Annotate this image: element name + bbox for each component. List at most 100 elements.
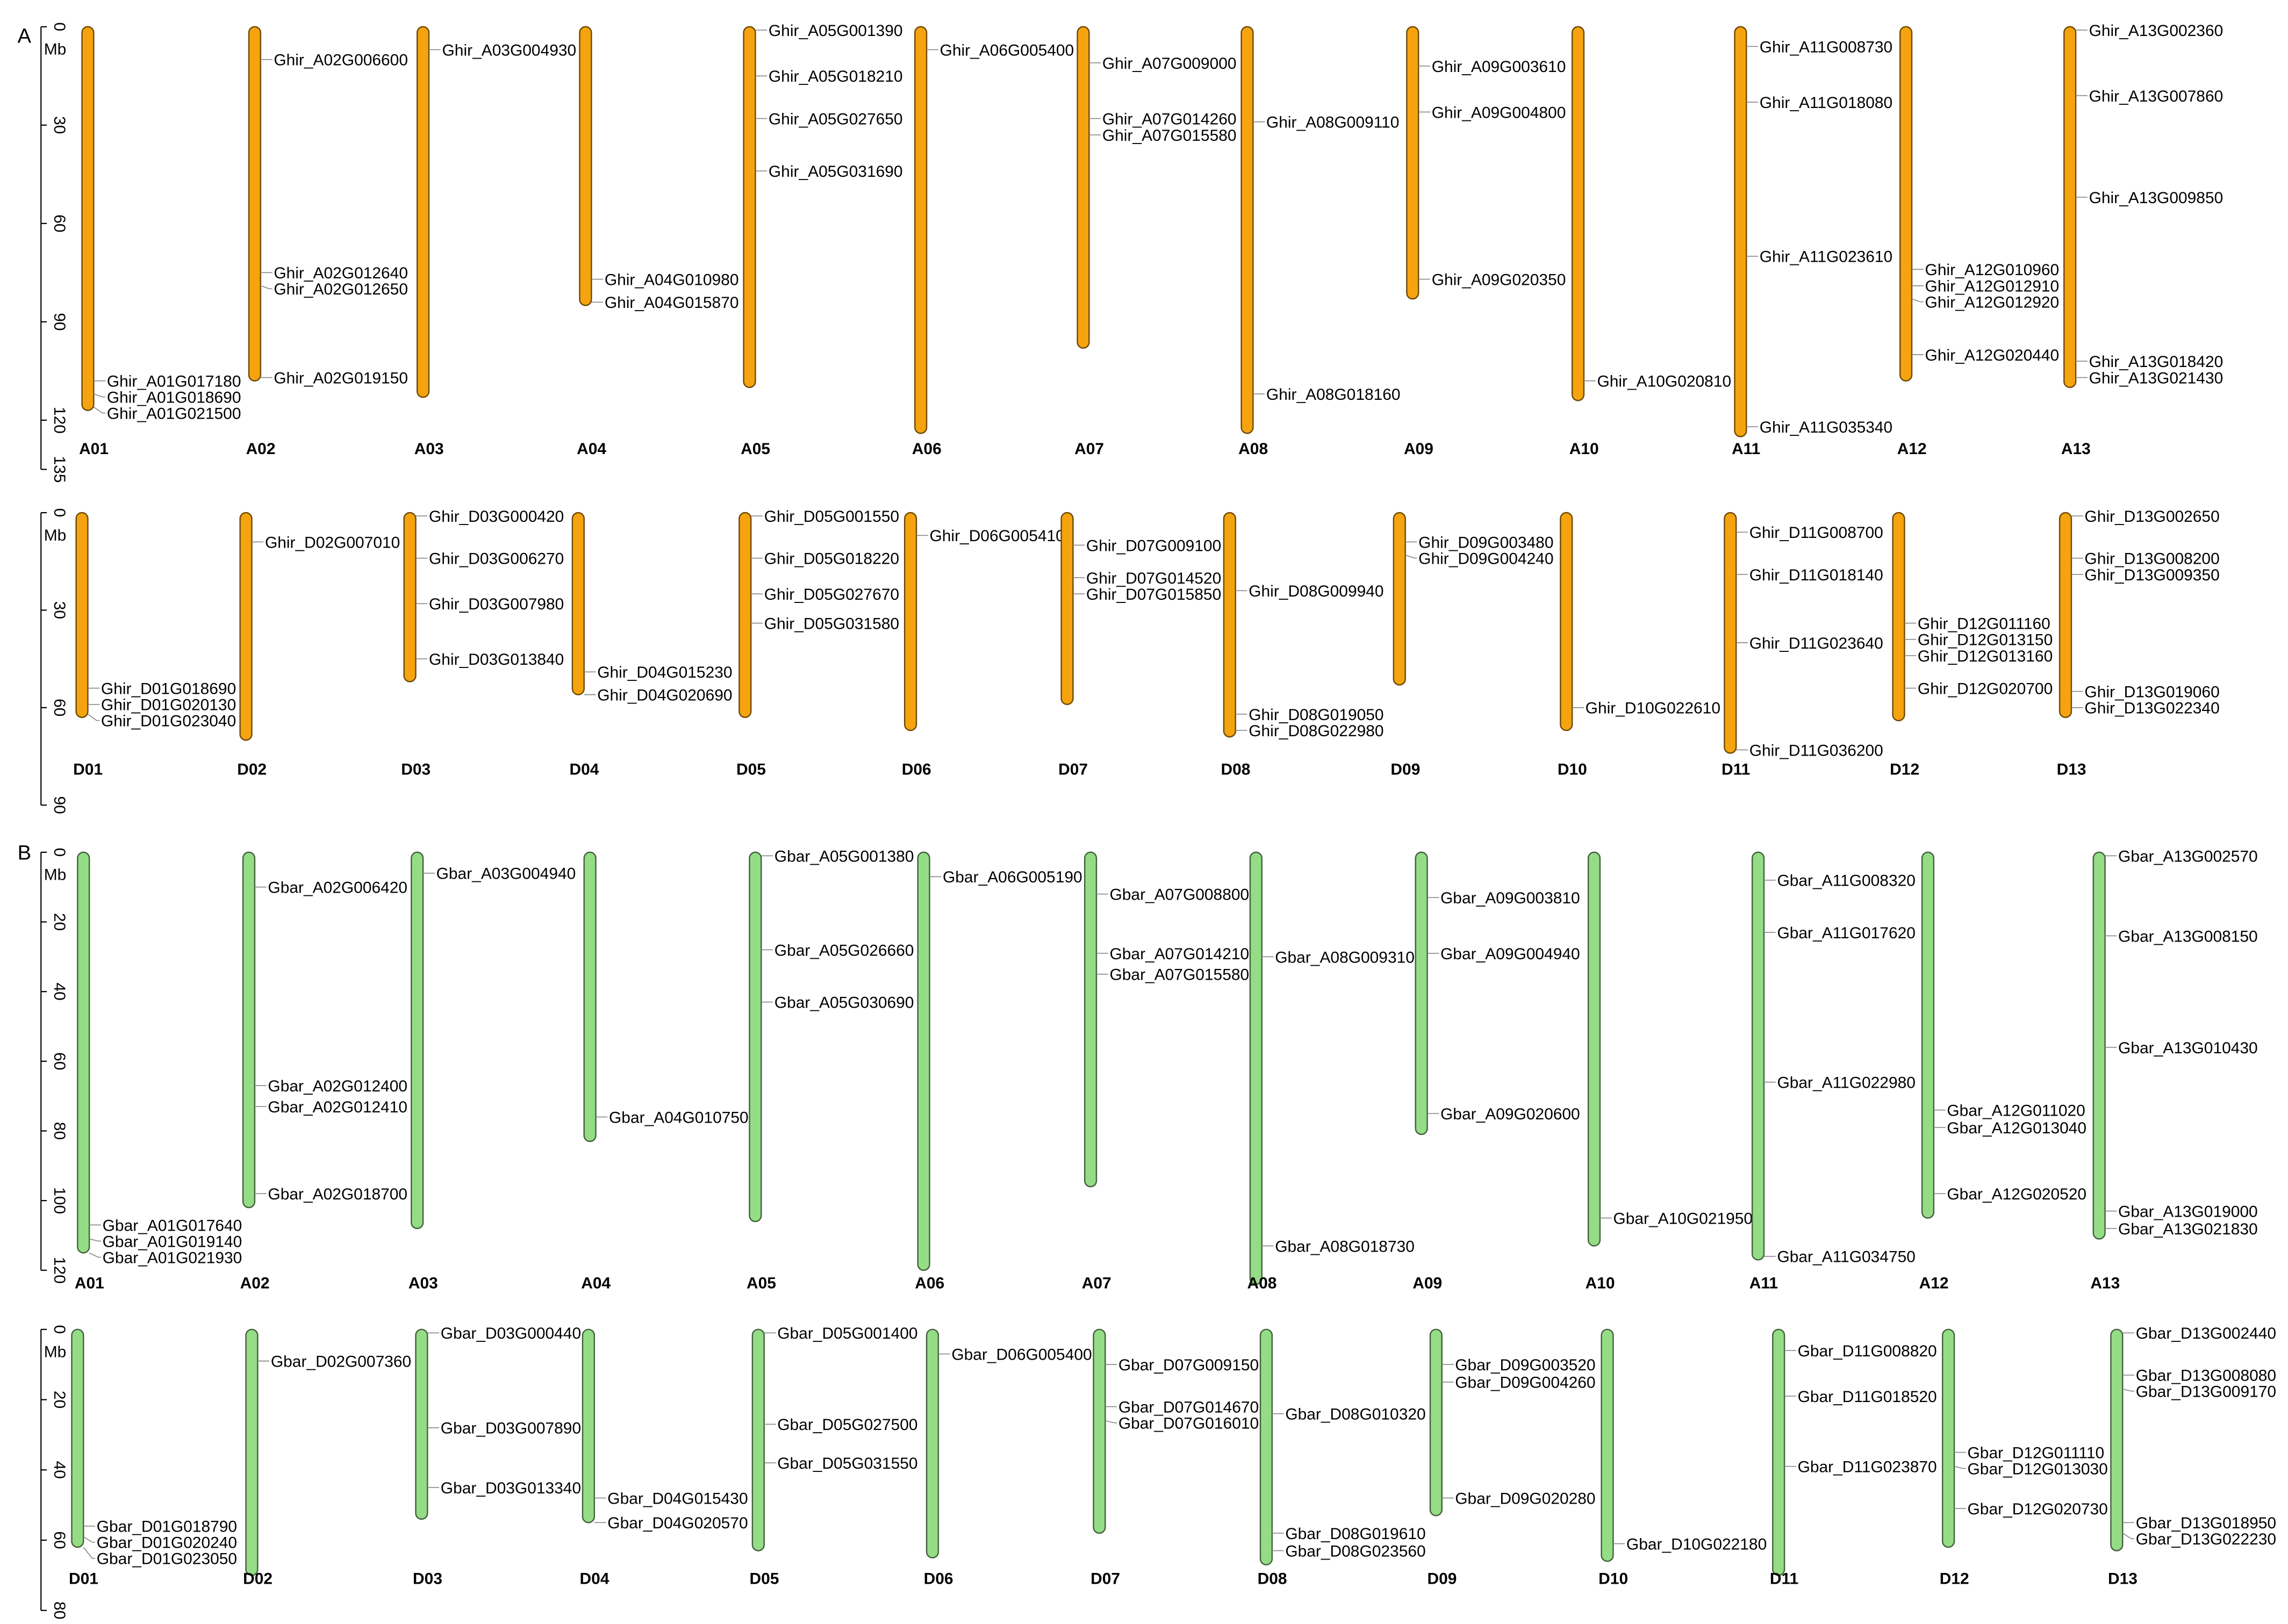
chromosome-bar xyxy=(571,512,585,695)
gene-label: Ghir_A05G031690 xyxy=(769,163,903,181)
gene-label: Ghir_A09G003610 xyxy=(1432,58,1566,76)
gene-label: Gbar_D05G001400 xyxy=(777,1325,917,1342)
gene-label: Ghir_D09G004240 xyxy=(1418,550,1553,567)
gene-label: Ghir_D05G031580 xyxy=(764,615,899,633)
gene-label: Gbar_A07G008800 xyxy=(1109,886,1249,904)
gene-label: Gbar_D04G015430 xyxy=(607,1490,748,1507)
chromosome-a03: A03 Gbar_A03G004940 xyxy=(408,851,576,1292)
gene-label: Ghir_D12G020700 xyxy=(1918,680,2053,698)
axis-tick-label: 120 xyxy=(51,407,68,434)
gene-label: Gbar_D05G027500 xyxy=(777,1416,917,1434)
gene-label: Ghir_A12G020440 xyxy=(1925,347,2060,364)
gene-label: Ghir_D03G006270 xyxy=(429,550,564,568)
gene-label: Gbar_D08G023560 xyxy=(1285,1542,1425,1560)
gene-label: Ghir_D13G002650 xyxy=(2084,508,2219,526)
chromosome-bar xyxy=(1415,851,1428,1136)
chromosome-label: A13 xyxy=(2061,440,2091,458)
axis-tick-label: 90 xyxy=(51,796,68,814)
gene-label: Gbar_D09G020280 xyxy=(1455,1490,1595,1507)
gene-label: Gbar_A02G012410 xyxy=(268,1098,407,1116)
gene-connector xyxy=(2122,1533,2135,1540)
chromosome-label: A01 xyxy=(79,440,109,458)
chromosome-label: D03 xyxy=(413,1570,442,1588)
chromosome-row: B 020406080100120MbA01Gbar_A01G017640Gbar… xyxy=(18,842,2258,1292)
chromosome-bar xyxy=(1429,1328,1443,1517)
gene-connector xyxy=(93,406,106,414)
gene-label: Ghir_A01G021500 xyxy=(107,405,241,422)
axis-tick-label: 20 xyxy=(51,1391,68,1409)
gene-label: Gbar_D01G020240 xyxy=(97,1534,237,1552)
chromosome-d03: D03 Ghir_D03G000420 Ghir_D03G006270 Ghir_D0… xyxy=(401,508,564,779)
gene-label: Ghir_D01G020130 xyxy=(101,696,236,714)
gene-label: Ghir_A04G015870 xyxy=(605,294,739,312)
chromosome-bar xyxy=(917,851,930,1271)
gene-label: Ghir_A08G009110 xyxy=(1266,114,1399,132)
axis-tick-label: 30 xyxy=(51,116,68,134)
chromosome-label: A04 xyxy=(577,440,606,458)
chromosome-bar xyxy=(1223,512,1236,738)
chromosome-bar xyxy=(1240,26,1254,434)
axis-tick-label: 0 xyxy=(51,848,68,857)
axis-tick-label: 0 xyxy=(51,508,68,518)
chromosome-d06: D06 Ghir_D06G005410 xyxy=(902,512,1065,779)
gene-label: Ghir_A11G018080 xyxy=(1760,94,1892,112)
gene-label: Gbar_A11G008320 xyxy=(1777,872,1915,890)
gene-label: Gbar_A08G009310 xyxy=(1275,948,1415,966)
gene-label: Gbar_D12G020730 xyxy=(1968,1500,2108,1518)
chromosome-bar xyxy=(1899,26,1913,382)
scale-axis: 0 30 60 90 120 135 Mb xyxy=(40,22,68,483)
gene-label: Gbar_D13G022230 xyxy=(2136,1530,2276,1548)
gene-label: Gbar_D07G016010 xyxy=(1118,1414,1259,1432)
chromosome-label: D01 xyxy=(73,761,103,779)
chromosome-bar xyxy=(914,26,928,434)
chromosome-label: D13 xyxy=(2108,1570,2138,1588)
chromosome-label: D04 xyxy=(569,761,599,779)
chromosome-label: A02 xyxy=(240,1275,270,1292)
gene-label: Ghir_A03G004930 xyxy=(442,41,577,59)
chromosome-row: A 0306090120135MbA01Ghir_A01G017180Ghir_A… xyxy=(18,22,2224,483)
chromosome-label: A04 xyxy=(581,1275,611,1292)
gene-label: Ghir_A02G012640 xyxy=(274,264,408,282)
gene-label: Ghir_D13G008200 xyxy=(2084,550,2219,568)
gene-label: Gbar_A11G034750 xyxy=(1777,1248,1915,1266)
gene-label: Ghir_A06G005400 xyxy=(940,41,1074,59)
gene-label: Ghir_A11G035340 xyxy=(1760,419,1892,436)
gene-label: Ghir_A01G018690 xyxy=(107,389,241,407)
gene-label: Gbar_D11G018520 xyxy=(1798,1388,1937,1406)
gene-label: Ghir_D04G020690 xyxy=(597,687,732,705)
gene-label: Gbar_D12G011110 xyxy=(1968,1444,2105,1462)
chromosome-a07: A07 Ghir_A07G009000 Ghir_A07G014260Ghir_A0… xyxy=(1074,26,1237,458)
chromosome-a13: A13 Ghir_A13G002360 Ghir_A13G007860 Ghir_A1… xyxy=(2061,22,2223,458)
chromosome-a01: A01 Gbar_A01G017640Gbar_A01G019140Gbar_A0… xyxy=(75,851,242,1292)
chromosome-label: A05 xyxy=(741,440,770,458)
chromosome-d04: D04 Gbar_D04G015430 Gbar_D04G020570 xyxy=(580,1328,748,1588)
gene-label: Gbar_A12G020520 xyxy=(1947,1185,2086,1203)
gene-label: Gbar_D13G018950 xyxy=(2136,1514,2276,1532)
chromosome-d01: D01 Gbar_D01G018790Gbar_D01G020240Gbar_D0… xyxy=(69,1328,237,1588)
chromosome-row: 0 30 60 90 Mb D01 Ghir_D01G018690Ghir_D01G0201… xyxy=(40,508,2220,814)
gene-label: Gbar_D02G007360 xyxy=(271,1353,411,1371)
chromosome-d10: D10 Gbar_D10G022180 xyxy=(1598,1328,1767,1588)
axis-unit: Mb xyxy=(44,527,67,544)
chromosome-label: A11 xyxy=(1732,440,1760,458)
gene-label: Gbar_A07G015580 xyxy=(1109,966,1249,984)
chromosome-label: A06 xyxy=(912,440,942,458)
chromosome-row: 020406080MbD01Gbar_D01G018790Gbar_D01G02… xyxy=(40,1325,2276,1619)
chromosome-label: A10 xyxy=(1586,1275,1615,1292)
chromosome-a11: A11 Ghir_A11G008730 Ghir_A11G018080 Ghir_A1… xyxy=(1732,26,1892,458)
chromosome-d13: D13Ghir_D13G002650Ghir_D13G008200Ghir_D1… xyxy=(2057,508,2220,779)
gene-label: Gbar_A11G017620 xyxy=(1777,924,1915,942)
gene-label: Gbar_A01G021930 xyxy=(103,1249,242,1267)
gene-label: Gbar_A10G021950 xyxy=(1613,1210,1753,1227)
chromosome-d11: D11 Gbar_D11G008820 Gbar_D11G018520 Gbar_D1… xyxy=(1770,1328,1937,1588)
gene-label: Ghir_D05G027670 xyxy=(764,586,899,603)
gene-label: Gbar_D01G018790 xyxy=(97,1518,237,1536)
chromosome-label: D05 xyxy=(749,1570,779,1588)
chromosome-label: A08 xyxy=(1238,440,1268,458)
chromosome-label: D09 xyxy=(1428,1570,1457,1588)
gene-label: Ghir_D12G013150 xyxy=(1918,631,2053,649)
